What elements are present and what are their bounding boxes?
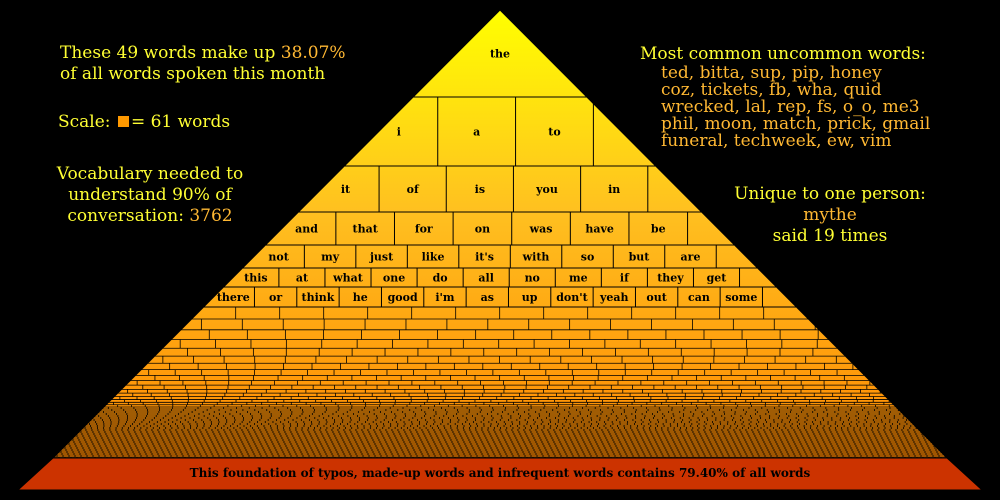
word-label: no <box>525 272 540 285</box>
scale-legend: Scale: = 61 words <box>58 112 230 132</box>
word-label: for <box>415 223 433 236</box>
scale-label: Scale: <box>58 112 111 132</box>
word-label: i'm <box>435 291 455 304</box>
word-label: this <box>244 272 267 285</box>
vocab-value: 3762 <box>189 206 233 226</box>
word-label: that <box>353 223 379 236</box>
word-label: what <box>332 272 364 285</box>
common-line: wrecked, lal, rep, fs, o_o, me3 <box>661 97 920 117</box>
word-label: like <box>422 251 445 264</box>
word-label: i <box>397 126 401 139</box>
word-label: on <box>475 223 490 236</box>
word-label: is <box>475 183 485 196</box>
word-label: not <box>268 251 289 264</box>
word-label: if <box>620 272 630 285</box>
common-line: ted, bitta, sup, pip, honey <box>661 63 882 83</box>
share-line2: of all words spoken this month <box>60 64 326 84</box>
unique-title: Unique to one person: <box>734 184 926 204</box>
scale-swatch-icon <box>117 116 129 127</box>
word-label: don't <box>556 291 588 304</box>
word-label: think <box>302 291 335 304</box>
word-label: have <box>585 223 614 236</box>
pyramid-bricks <box>53 307 947 458</box>
unique-count: said 19 times <box>772 226 888 246</box>
word-label: be <box>651 223 666 236</box>
word-label: at <box>296 272 309 285</box>
word-label: all <box>478 272 494 285</box>
word-label: out <box>646 291 667 304</box>
unique-word-text: Unique to one person: mythe said 19 time… <box>710 184 950 247</box>
word-label: they <box>657 272 684 285</box>
share-percent: 38.07% <box>280 43 346 63</box>
word-label: so <box>581 251 595 264</box>
word-label: just <box>369 251 394 264</box>
word-label: some <box>725 291 757 304</box>
common-uncommon-list: ted, bitta, sup, pip, honey coz, tickets… <box>661 65 930 150</box>
common-line: phil, moon, match, prick, gmail <box>661 114 931 134</box>
vocab-line3: conversation: <box>67 206 190 226</box>
vocab-line2: understand 90% of <box>68 185 232 205</box>
word-label: to <box>548 126 560 139</box>
word-label: it's <box>475 251 494 264</box>
word-label: or <box>269 291 282 304</box>
word-label: he <box>353 291 368 304</box>
word-label: as <box>481 291 494 304</box>
common-uncommon-title: Most common uncommon words: <box>640 44 926 64</box>
top-words-share-text: These 49 words make up 38.07% of all wor… <box>60 43 380 85</box>
common-line: coz, tickets, fb, wha, quid <box>661 80 882 100</box>
foundation-label: This foundation of typos, made-up words … <box>190 466 811 480</box>
word-label: with <box>522 251 550 264</box>
foundation-band <box>16 457 984 491</box>
word-label: do <box>433 272 448 285</box>
word-label: a <box>473 126 480 139</box>
word-label: you <box>535 183 558 196</box>
common-line: funeral, techweek, ew, vim <box>661 131 892 151</box>
word-label: one <box>383 272 405 285</box>
word-label: there <box>217 291 250 304</box>
vocab-line1: Vocabulary needed to <box>56 164 244 184</box>
word-label: my <box>321 251 340 264</box>
word-label: in <box>608 183 620 196</box>
vocabulary-needed-text: Vocabulary needed to understand 90% of c… <box>40 164 260 227</box>
word-label: the <box>490 48 510 61</box>
word-label: good <box>388 291 418 304</box>
word-label: get <box>707 272 728 285</box>
word-label: was <box>529 223 553 236</box>
word-label: yeah <box>599 291 629 304</box>
word-label: of <box>407 183 420 196</box>
word-label: it <box>341 183 351 196</box>
word-label: are <box>681 251 701 264</box>
unique-word: mythe <box>803 205 857 225</box>
scale-text: = 61 words <box>130 112 231 132</box>
word-label: me <box>569 272 588 285</box>
word-label: and <box>295 223 318 236</box>
word-label: but <box>629 251 651 264</box>
word-label: up <box>522 291 538 304</box>
share-prefix: These 49 words make up <box>60 43 281 63</box>
word-label: can <box>688 291 710 304</box>
